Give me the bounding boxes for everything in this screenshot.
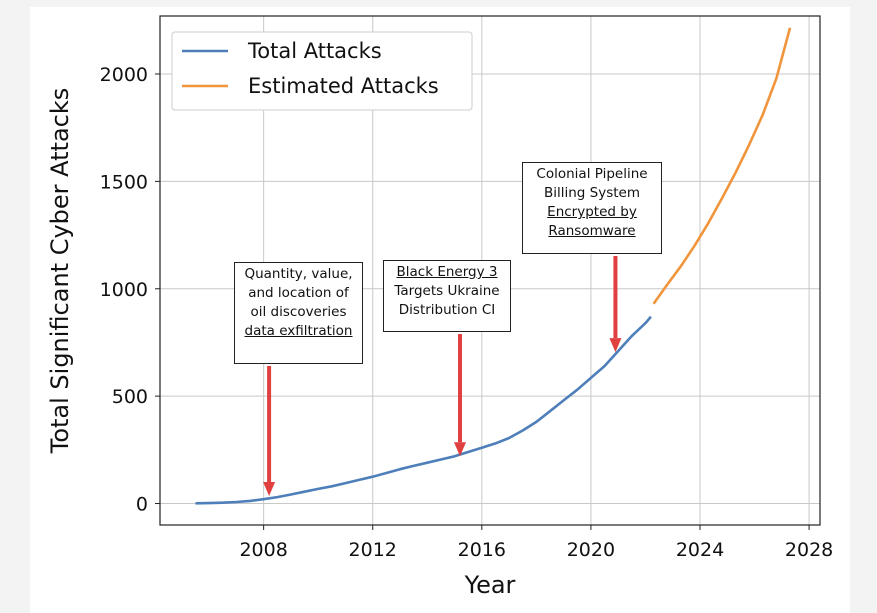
x-tick-label: 2008 (239, 539, 287, 561)
x-tick-label: 2020 (567, 539, 615, 561)
x-tick-label: 2012 (349, 539, 397, 561)
series-line-estimated-attacks (652, 27, 792, 305)
y-axis-label: Total Significant Cyber Attacks (46, 88, 74, 455)
annotation-line: Encrypted by (547, 204, 637, 220)
annotation-oil-exfiltration: Quantity, value, and location of oil dis… (234, 262, 363, 364)
annotation-line: Black Energy 3 (396, 264, 498, 280)
annotation-line: Distribution CI (398, 302, 496, 318)
y-tick-label: 2000 (100, 64, 148, 86)
annotation-colonial-pipeline: Colonial Pipeline Billing System Encrypt… (522, 162, 662, 254)
x-axis-label: Year (464, 571, 516, 599)
annotation-arrowhead (454, 442, 466, 457)
y-tick-label: 1500 (100, 171, 148, 193)
legend-label-total-attacks: Total Attacks (247, 39, 382, 63)
annotation-arrowhead (263, 482, 276, 497)
x-tick-label: 2028 (785, 539, 833, 561)
annotation-line: Colonial Pipeline (536, 166, 648, 182)
annotation-line: and location of (248, 285, 349, 301)
annotation-black-energy: Black Energy 3 Targets Ukraine Distribut… (383, 260, 511, 332)
y-tick-label: 1000 (100, 279, 148, 301)
series-line-total-attacks (195, 315, 652, 505)
annotation-line: Ransomware (548, 223, 636, 239)
plot-frame (159, 15, 821, 526)
tick-layer: 2008 2012 2016 2020 2024 2028 0 500 1000 1500 2000 (100, 64, 834, 561)
legend: Total Attacks Estimated Attacks (171, 31, 473, 111)
arrow-layer (263, 256, 622, 497)
y-tick-label: 0 (136, 494, 148, 516)
series-layer (195, 27, 792, 505)
annotation-line: data exfiltration (244, 323, 353, 339)
x-tick-label: 2016 (458, 539, 506, 561)
annotation-line: Targets Ukraine (394, 283, 500, 299)
annotation-line: oil discoveries (250, 304, 347, 320)
y-tick-label: 500 (112, 386, 148, 408)
annotation-line: Billing System (543, 185, 641, 201)
annotation-arrowhead (609, 338, 622, 353)
legend-box (171, 31, 473, 111)
x-tick-label: 2024 (676, 539, 724, 561)
annotation-line: Quantity, value, (244, 266, 353, 282)
legend-label-estimated-attacks: Estimated Attacks (248, 74, 439, 98)
